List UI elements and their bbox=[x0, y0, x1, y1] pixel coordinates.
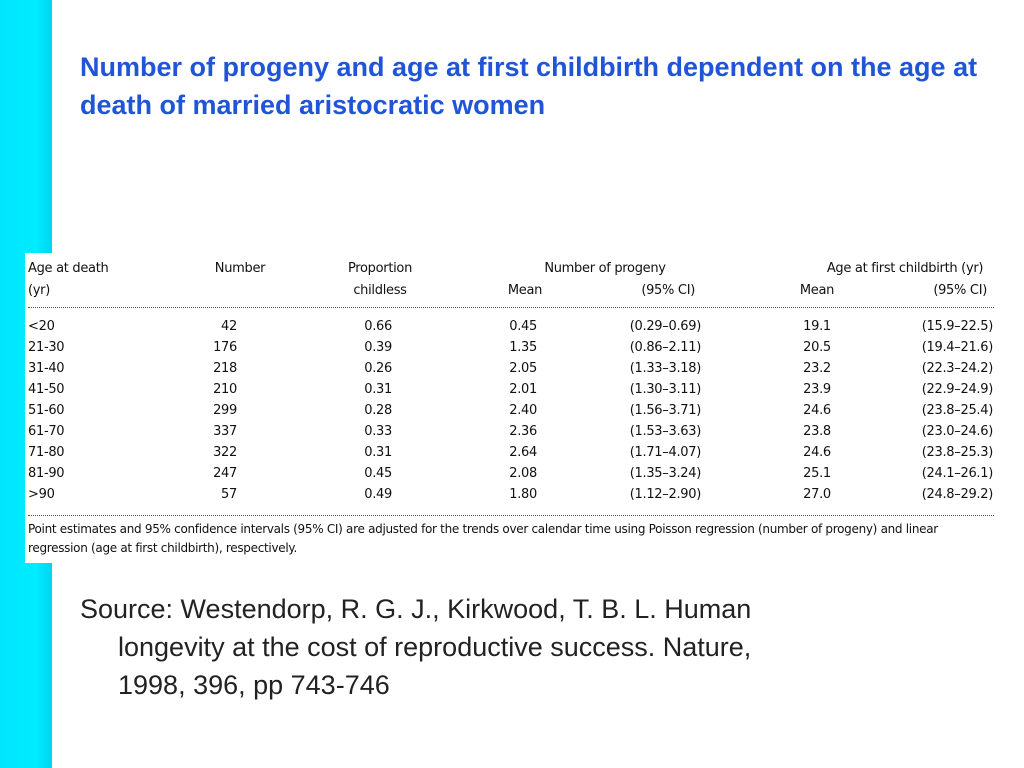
cell-age: 81-90 bbox=[28, 466, 65, 481]
cell-pmean: 2.08 bbox=[509, 466, 537, 481]
header-birth-mean: Mean bbox=[799, 283, 835, 298]
cell-pci: (1.35–3.24) bbox=[629, 466, 702, 481]
cell-bmean: 23.8 bbox=[803, 424, 831, 439]
cell-pmean: 2.01 bbox=[509, 382, 537, 397]
cell-bmean: 24.6 bbox=[803, 445, 831, 460]
cell-pci: (1.56–3.71) bbox=[629, 403, 702, 418]
cell-pci: (1.53–3.63) bbox=[629, 424, 702, 439]
header-birth-ci: (95% CI) bbox=[933, 283, 987, 298]
cell-number: 247 bbox=[213, 466, 237, 481]
source-line-3: 1998, 396, pp 743-746 bbox=[118, 670, 390, 700]
header-progeny-mean: Mean bbox=[507, 283, 543, 298]
cell-pmean: 1.35 bbox=[509, 340, 537, 355]
table-footnote: Point estimates and 95% confidence inter… bbox=[28, 522, 938, 555]
cell-pci: (1.71–4.07) bbox=[629, 445, 702, 460]
cell-pmean: 2.40 bbox=[509, 403, 537, 418]
cell-number: 57 bbox=[221, 487, 237, 502]
header-progeny-ci: (95% CI) bbox=[641, 283, 695, 298]
cell-pci: (1.12–2.90) bbox=[629, 487, 702, 502]
header-age-at-death: Age at death bbox=[28, 261, 109, 276]
cell-prop: 0.33 bbox=[364, 424, 392, 439]
cell-pci: (0.29–0.69) bbox=[629, 319, 702, 334]
cell-prop: 0.39 bbox=[364, 340, 392, 355]
cell-number: 322 bbox=[213, 445, 237, 460]
cell-bci: (22.9–24.9) bbox=[921, 382, 994, 397]
source-line-1: Source: Westendorp, R. G. J., Kirkwood, … bbox=[80, 594, 752, 624]
cell-bci: (24.8–29.2) bbox=[921, 487, 994, 502]
header-number: Number bbox=[214, 261, 266, 276]
cell-pci: (0.86–2.11) bbox=[629, 340, 702, 355]
cell-number: 42 bbox=[221, 319, 237, 334]
header-age-at-first-childbirth: Age at first childbirth (yr) bbox=[826, 261, 984, 276]
cell-prop: 0.28 bbox=[364, 403, 392, 418]
data-table: Age at death Number Proportion Number of… bbox=[25, 253, 997, 563]
cell-number: 218 bbox=[213, 361, 237, 376]
source-citation: Source: Westendorp, R. G. J., Kirkwood, … bbox=[80, 590, 980, 704]
cell-prop: 0.31 bbox=[364, 382, 392, 397]
cell-bci: (23.8–25.4) bbox=[921, 403, 994, 418]
cell-prop: 0.31 bbox=[364, 445, 392, 460]
cell-prop: 0.45 bbox=[364, 466, 392, 481]
cell-bmean: 27.0 bbox=[803, 487, 831, 502]
cell-age: 61-70 bbox=[28, 424, 65, 439]
header-childless: childless bbox=[353, 283, 407, 298]
cell-age: <20 bbox=[28, 319, 55, 334]
cell-bci: (23.0–24.6) bbox=[921, 424, 994, 439]
cell-bci: (23.8–25.3) bbox=[921, 445, 994, 460]
cell-bci: (22.3–24.2) bbox=[921, 361, 994, 376]
cell-age: 51-60 bbox=[28, 403, 65, 418]
cell-pmean: 2.36 bbox=[509, 424, 537, 439]
cell-pmean: 1.80 bbox=[509, 487, 537, 502]
cell-pci: (1.33–3.18) bbox=[629, 361, 702, 376]
cell-number: 176 bbox=[213, 340, 237, 355]
header-number-of-progeny: Number of progeny bbox=[544, 261, 666, 276]
source-line-2: longevity at the cost of reproductive su… bbox=[118, 632, 752, 662]
cell-bmean: 24.6 bbox=[803, 403, 831, 418]
cell-prop: 0.66 bbox=[364, 319, 392, 334]
cell-bci: (15.9–22.5) bbox=[921, 319, 994, 334]
cell-pmean: 0.45 bbox=[509, 319, 537, 334]
cell-age: 41-50 bbox=[28, 382, 65, 397]
slide-title: Number of progeny and age at first child… bbox=[80, 52, 978, 120]
cell-age: >90 bbox=[28, 487, 55, 502]
cell-pmean: 2.64 bbox=[509, 445, 537, 460]
cell-age: 21-30 bbox=[28, 340, 65, 355]
cell-bmean: 19.1 bbox=[803, 319, 831, 334]
cell-pci: (1.30–3.11) bbox=[629, 382, 702, 397]
cell-bci: (19.4–21.6) bbox=[921, 340, 994, 355]
cell-bmean: 23.2 bbox=[803, 361, 831, 376]
cell-bmean: 25.1 bbox=[803, 466, 831, 481]
cell-bci: (24.1–26.1) bbox=[921, 466, 994, 481]
cell-number: 337 bbox=[213, 424, 237, 439]
header-proportion: Proportion bbox=[347, 261, 413, 276]
header-rule bbox=[28, 307, 994, 308]
cell-bmean: 20.5 bbox=[803, 340, 831, 355]
footer-rule bbox=[28, 515, 994, 516]
cell-age: 71-80 bbox=[28, 445, 65, 460]
cell-age: 31-40 bbox=[28, 361, 65, 376]
cell-prop: 0.26 bbox=[364, 361, 392, 376]
cell-number: 210 bbox=[213, 382, 237, 397]
cell-pmean: 2.05 bbox=[509, 361, 537, 376]
cell-prop: 0.49 bbox=[364, 487, 392, 502]
cell-number: 299 bbox=[213, 403, 237, 418]
cell-bmean: 23.9 bbox=[803, 382, 831, 397]
header-yr: (yr) bbox=[28, 283, 50, 298]
